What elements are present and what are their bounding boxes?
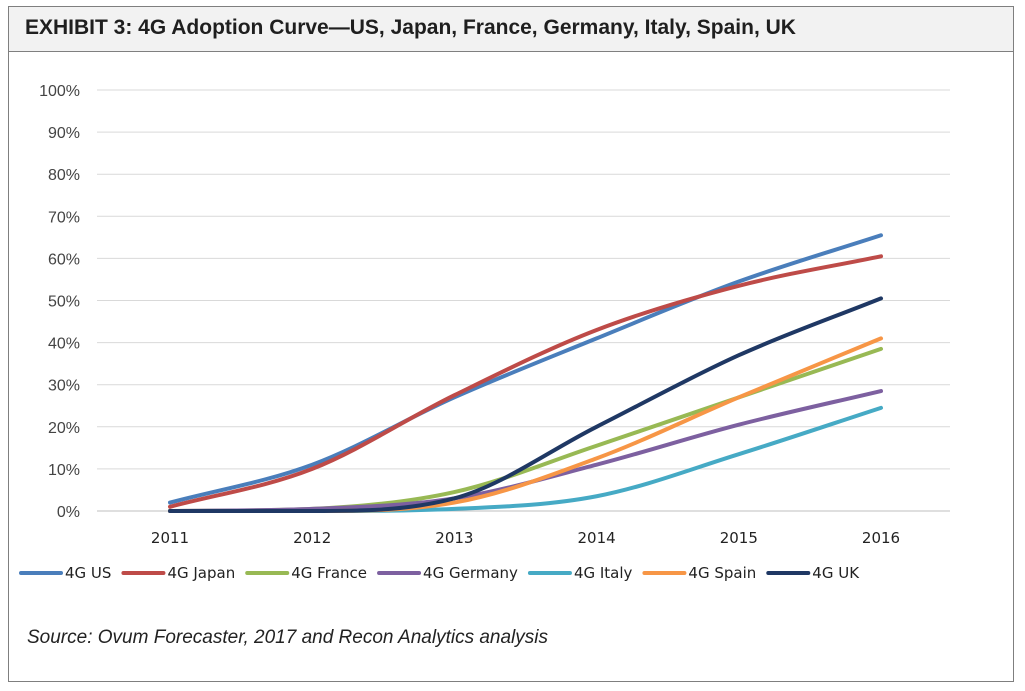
legend-label: 4G Spain [688,564,756,582]
x-tick-label: 2012 [293,529,331,547]
y-tick-label: 50% [48,294,80,311]
series-line-4g-france [168,346,883,513]
title-bar: EXHIBIT 3: 4G Adoption Curve—US, Japan, … [9,7,1013,52]
x-tick-label: 2014 [578,529,616,547]
y-tick-label: 40% [48,336,80,353]
series-line-4g-uk [168,296,883,513]
y-tick-label: 60% [48,251,80,268]
legend-label: 4G Japan [167,564,235,582]
y-tick-label: 80% [48,167,80,184]
y-tick-label: 0% [57,504,80,521]
legend-label: 4G US [65,564,111,582]
legend-label: 4G Germany [423,564,518,582]
legend-label: 4G Italy [574,564,633,582]
x-tick-label: 2015 [720,529,758,547]
series-line-4g-spain [168,336,883,513]
x-tick-label: 2016 [862,529,900,547]
x-tick-label: 2011 [151,529,189,547]
series-line-4g-germany [168,389,883,513]
legend-label: 4G France [291,564,367,582]
exhibit-title: EXHIBIT 3: 4G Adoption Curve—US, Japan, … [25,16,796,39]
y-tick-label: 70% [48,209,80,226]
exhibit-frame: EXHIBIT 3: 4G Adoption Curve—US, Japan, … [8,6,1014,682]
series-line-4g-italy [168,405,883,513]
y-tick-label: 90% [48,125,80,142]
source-note: Source: Ovum Forecaster, 2017 and Recon … [27,627,548,648]
legend-label: 4G UK [812,564,860,582]
y-tick-label: 30% [48,378,80,395]
y-tick-label: 10% [48,462,80,479]
series-line-4g-japan [168,254,883,509]
y-tick-label: 20% [48,420,80,437]
series-line-4g-us [168,233,883,505]
x-tick-label: 2013 [435,529,473,547]
y-tick-label: 100% [39,83,80,100]
